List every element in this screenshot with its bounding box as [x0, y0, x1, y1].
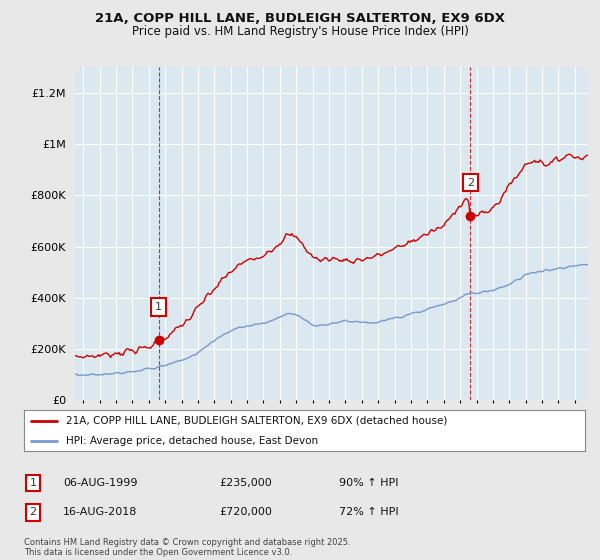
Text: 2: 2: [29, 507, 37, 517]
Text: 72% ↑ HPI: 72% ↑ HPI: [339, 507, 398, 517]
Text: 06-AUG-1999: 06-AUG-1999: [63, 478, 137, 488]
Text: Contains HM Land Registry data © Crown copyright and database right 2025.
This d: Contains HM Land Registry data © Crown c…: [24, 538, 350, 557]
Text: £235,000: £235,000: [219, 478, 272, 488]
Text: 1: 1: [29, 478, 37, 488]
Text: 16-AUG-2018: 16-AUG-2018: [63, 507, 137, 517]
Text: 2: 2: [467, 178, 474, 188]
Text: Price paid vs. HM Land Registry's House Price Index (HPI): Price paid vs. HM Land Registry's House …: [131, 25, 469, 38]
Text: £720,000: £720,000: [219, 507, 272, 517]
Text: 1: 1: [155, 302, 162, 312]
Text: 21A, COPP HILL LANE, BUDLEIGH SALTERTON, EX9 6DX (detached house): 21A, COPP HILL LANE, BUDLEIGH SALTERTON,…: [66, 416, 448, 426]
Text: HPI: Average price, detached house, East Devon: HPI: Average price, detached house, East…: [66, 436, 318, 446]
Text: 21A, COPP HILL LANE, BUDLEIGH SALTERTON, EX9 6DX: 21A, COPP HILL LANE, BUDLEIGH SALTERTON,…: [95, 12, 505, 25]
Text: 90% ↑ HPI: 90% ↑ HPI: [339, 478, 398, 488]
